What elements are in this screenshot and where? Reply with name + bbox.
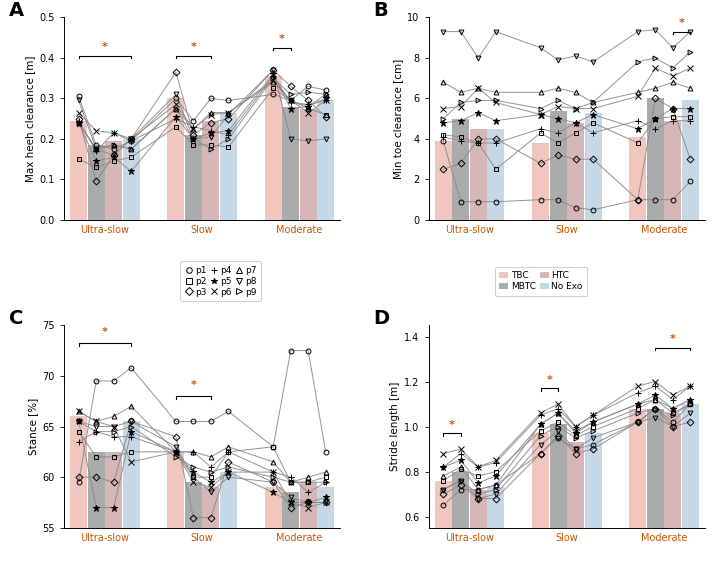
Bar — [300, 108, 317, 220]
Bar — [646, 99, 664, 220]
Bar — [664, 121, 681, 220]
Bar — [318, 100, 334, 220]
Text: A: A — [9, 1, 24, 20]
Text: *: * — [679, 17, 684, 27]
Bar — [532, 433, 549, 580]
Bar — [105, 141, 122, 220]
Bar — [88, 452, 105, 580]
Bar — [122, 139, 140, 220]
Bar — [567, 123, 584, 220]
Bar — [167, 452, 184, 580]
Bar — [585, 433, 602, 580]
Text: *: * — [191, 42, 197, 52]
Bar — [682, 100, 698, 220]
Bar — [265, 487, 282, 580]
Y-axis label: Min toe clearance [cm]: Min toe clearance [cm] — [393, 59, 403, 179]
Bar — [202, 121, 219, 220]
Bar — [567, 443, 584, 580]
Bar — [88, 145, 105, 220]
Bar — [220, 113, 237, 220]
Bar — [220, 472, 237, 580]
Text: *: * — [546, 375, 553, 385]
Bar — [664, 413, 681, 580]
Text: D: D — [373, 309, 389, 328]
Bar — [265, 76, 282, 220]
Text: *: * — [670, 335, 676, 345]
Text: C: C — [9, 309, 23, 328]
Bar — [300, 482, 317, 580]
Bar — [282, 492, 299, 580]
Bar — [452, 472, 469, 580]
Bar — [202, 487, 219, 580]
Text: *: * — [102, 328, 108, 338]
Bar — [185, 482, 202, 580]
Bar — [167, 99, 184, 220]
Bar — [122, 422, 140, 580]
Bar — [487, 129, 504, 220]
Bar — [550, 425, 567, 580]
Text: *: * — [449, 420, 455, 430]
Bar — [550, 111, 567, 220]
Bar — [629, 408, 646, 580]
Bar — [105, 452, 122, 580]
Y-axis label: Stance [%]: Stance [%] — [28, 398, 38, 455]
Legend: TBC, MBTC, HTC, No Exo: TBC, MBTC, HTC, No Exo — [495, 267, 587, 296]
Y-axis label: Stride length [m]: Stride length [m] — [390, 382, 400, 471]
Bar — [185, 135, 202, 220]
Bar — [532, 143, 549, 220]
Bar — [470, 490, 487, 580]
Bar — [435, 481, 451, 580]
Bar — [487, 487, 504, 580]
Bar — [70, 121, 87, 220]
Text: *: * — [102, 42, 108, 52]
Text: *: * — [191, 380, 197, 390]
Text: *: * — [279, 34, 285, 44]
Bar — [629, 137, 646, 220]
Bar — [435, 141, 451, 220]
Bar — [70, 416, 87, 580]
Bar — [646, 408, 664, 580]
Bar — [585, 113, 602, 220]
Bar — [470, 129, 487, 220]
Text: B: B — [373, 1, 388, 20]
Bar — [452, 119, 469, 220]
Bar — [318, 487, 334, 580]
Legend: p1, p2, p3, p4, p5, p6, p7, p8, p9: p1, p2, p3, p4, p5, p6, p7, p8, p9 — [180, 262, 261, 301]
Bar — [682, 404, 698, 580]
Bar — [282, 107, 299, 220]
Y-axis label: Max heeh clearance [m]: Max heeh clearance [m] — [26, 56, 36, 182]
